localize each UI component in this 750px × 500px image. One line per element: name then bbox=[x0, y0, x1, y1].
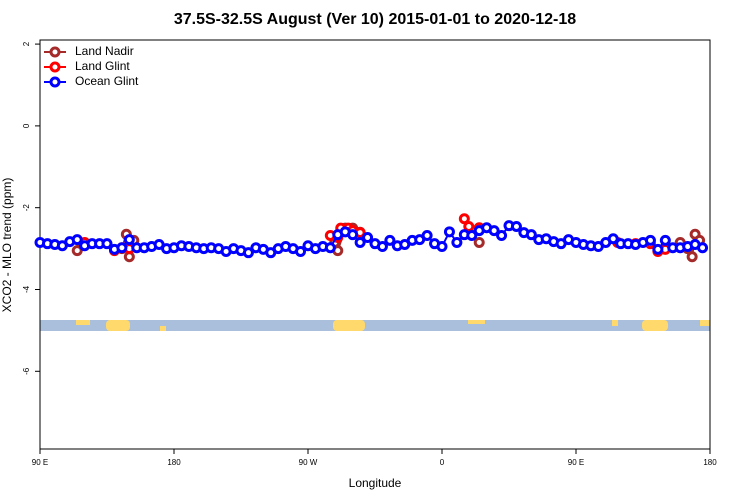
point bbox=[473, 236, 485, 248]
legend-label: Ocean Glint bbox=[75, 74, 139, 88]
point bbox=[463, 221, 475, 233]
point bbox=[496, 230, 508, 242]
land bbox=[106, 320, 130, 331]
point bbox=[607, 233, 619, 245]
point bbox=[384, 234, 396, 246]
x-tick-label: 90 E bbox=[568, 458, 584, 467]
point bbox=[659, 234, 671, 246]
point bbox=[101, 238, 113, 250]
point bbox=[510, 221, 522, 233]
point bbox=[347, 229, 359, 241]
point bbox=[376, 241, 388, 253]
legend-label: Land Glint bbox=[75, 59, 130, 73]
point bbox=[697, 242, 709, 254]
point bbox=[451, 236, 463, 248]
y-tick-label: -6 bbox=[22, 367, 31, 375]
legend-label: Land Nadir bbox=[75, 44, 134, 58]
chart-title: 37.5S-32.5S August (Ver 10) 2015-01-01 t… bbox=[174, 11, 576, 28]
point bbox=[123, 234, 135, 246]
land bbox=[700, 320, 710, 326]
point bbox=[71, 234, 83, 246]
point bbox=[488, 225, 500, 237]
x-tick-label: 90 E bbox=[32, 458, 48, 467]
y-axis-label: XCO2 - MLO trend (ppm) bbox=[0, 178, 14, 313]
point bbox=[362, 232, 374, 244]
land bbox=[642, 320, 668, 331]
y-tick-label: 2 bbox=[22, 41, 31, 46]
point bbox=[443, 226, 455, 238]
point bbox=[324, 242, 336, 254]
land bbox=[76, 320, 90, 325]
y-tick-label: -2 bbox=[22, 204, 31, 212]
point bbox=[458, 213, 470, 225]
x-tick-label: 0 bbox=[440, 458, 445, 467]
legend-marker bbox=[49, 61, 61, 73]
point bbox=[686, 251, 698, 263]
point bbox=[421, 230, 433, 242]
y-tick-label: 0 bbox=[22, 123, 31, 128]
y-tick-label: -4 bbox=[22, 285, 31, 293]
point bbox=[436, 241, 448, 253]
x-axis-label: Longitude bbox=[349, 476, 402, 490]
point bbox=[116, 242, 128, 254]
point bbox=[466, 230, 478, 242]
legend-marker bbox=[49, 76, 61, 88]
land bbox=[612, 320, 618, 326]
legend-marker bbox=[49, 46, 61, 58]
point bbox=[354, 236, 366, 248]
x-tick-label: 90 W bbox=[299, 458, 318, 467]
land-mask bbox=[40, 320, 710, 331]
point bbox=[644, 234, 656, 246]
point bbox=[525, 229, 537, 241]
point bbox=[652, 243, 664, 255]
land bbox=[468, 320, 485, 324]
x-tick-label: 180 bbox=[167, 458, 181, 467]
ocean-strip bbox=[40, 320, 710, 331]
point bbox=[242, 247, 254, 259]
point bbox=[295, 245, 307, 257]
land bbox=[333, 320, 365, 331]
land bbox=[160, 326, 166, 331]
x-tick-label: 180 bbox=[703, 458, 717, 467]
